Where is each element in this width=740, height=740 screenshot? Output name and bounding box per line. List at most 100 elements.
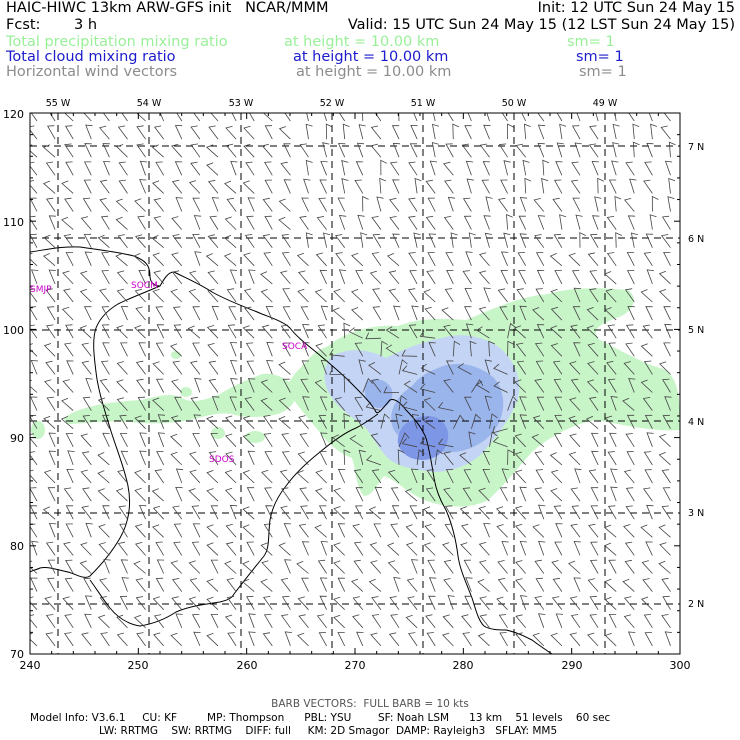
wind-barb bbox=[515, 578, 527, 592]
wind-barb bbox=[624, 541, 635, 556]
wind-barb bbox=[333, 542, 345, 556]
wind-barb bbox=[514, 379, 526, 393]
wind-barb bbox=[589, 595, 599, 610]
wind-barb bbox=[98, 125, 110, 140]
wind-barb bbox=[594, 196, 602, 212]
wind-barb bbox=[465, 577, 473, 592]
wind-barb bbox=[194, 251, 202, 266]
wind-barb bbox=[500, 179, 508, 194]
wind-barb bbox=[265, 505, 273, 520]
wind-barb bbox=[643, 451, 653, 466]
y-tick-label: 90 bbox=[10, 432, 24, 445]
wind-barb bbox=[45, 360, 56, 375]
wind-barb bbox=[305, 159, 313, 176]
wind-barb bbox=[296, 560, 309, 574]
wind-barb bbox=[281, 595, 291, 610]
wind-barb bbox=[376, 196, 384, 212]
wind-barb bbox=[194, 377, 202, 393]
lat-label: 6 N bbox=[688, 234, 704, 245]
wind-barb bbox=[606, 216, 617, 230]
wind-barb bbox=[318, 632, 327, 647]
wind-barb bbox=[370, 560, 382, 574]
wind-barb bbox=[338, 269, 347, 285]
wind-barb bbox=[371, 469, 382, 484]
wind-barb bbox=[80, 216, 92, 230]
wind-barb bbox=[134, 325, 146, 339]
wind-barb bbox=[645, 233, 654, 248]
wind-barb bbox=[519, 233, 527, 248]
wind-barb bbox=[317, 559, 327, 574]
wind-barb bbox=[663, 113, 671, 122]
wind-barb bbox=[133, 560, 146, 574]
wind-barb bbox=[493, 381, 508, 393]
wind-barb bbox=[534, 234, 545, 248]
wind-barb bbox=[262, 234, 273, 248]
wind-barb bbox=[248, 613, 256, 628]
wind-barb bbox=[371, 378, 382, 393]
wind-barb bbox=[152, 252, 164, 267]
wind-barb bbox=[468, 431, 476, 447]
wind-barb bbox=[425, 215, 436, 230]
wind-barb bbox=[249, 113, 255, 122]
station-label-sdos: SDOS bbox=[209, 455, 235, 465]
wind-barb bbox=[646, 432, 654, 447]
wind-barb bbox=[549, 253, 563, 267]
wind-barb bbox=[588, 523, 599, 538]
wind-barb bbox=[210, 614, 219, 628]
wind-barb bbox=[136, 378, 146, 393]
wind-barb bbox=[535, 469, 545, 484]
wind-barb bbox=[463, 215, 472, 230]
wind-barb bbox=[245, 342, 255, 357]
wind-barb bbox=[515, 614, 527, 629]
wind-barb bbox=[353, 469, 364, 484]
lon-label: 54 W bbox=[137, 98, 162, 109]
wind-barb bbox=[497, 578, 508, 592]
wind-barb bbox=[622, 397, 635, 411]
wind-barb bbox=[442, 614, 454, 629]
wind-barb bbox=[506, 213, 513, 230]
wind-barb bbox=[341, 160, 349, 176]
wind-barb bbox=[156, 559, 165, 574]
wind-barb bbox=[226, 288, 237, 303]
wind-barb bbox=[224, 487, 237, 502]
wind-barb bbox=[206, 524, 219, 538]
wind-barb bbox=[355, 161, 364, 176]
wind-barb bbox=[65, 252, 74, 266]
wind-barb bbox=[401, 349, 418, 357]
wind-barb bbox=[403, 380, 418, 393]
wind-barb bbox=[60, 416, 74, 430]
wind-barb bbox=[134, 198, 146, 212]
wind-barb bbox=[475, 380, 490, 393]
wind-barb bbox=[260, 578, 273, 592]
wind-barb bbox=[604, 415, 617, 429]
wind-barb bbox=[84, 595, 93, 610]
wind-barb bbox=[208, 125, 219, 140]
wind-barb bbox=[152, 397, 164, 411]
wind-barb bbox=[188, 560, 201, 574]
wind-barb bbox=[64, 342, 74, 357]
wind-barb bbox=[329, 368, 345, 375]
wind-barb bbox=[632, 123, 640, 140]
wind-barb bbox=[79, 325, 92, 339]
wind-barb bbox=[489, 431, 498, 447]
wind-barb bbox=[246, 360, 255, 375]
wind-barb bbox=[279, 469, 291, 484]
wind-barb bbox=[413, 232, 421, 248]
wind-barb bbox=[501, 468, 509, 484]
wind-barb bbox=[230, 160, 238, 176]
wind-barb bbox=[604, 271, 617, 285]
wind-barb bbox=[189, 469, 201, 484]
wind-barb bbox=[555, 523, 563, 538]
wind-barb bbox=[207, 343, 219, 357]
wind-barb bbox=[478, 306, 490, 321]
wind-barb bbox=[514, 523, 526, 538]
wind-barb bbox=[550, 469, 563, 484]
wind-barb bbox=[443, 451, 454, 466]
wind-barb bbox=[153, 125, 165, 140]
wind-barb bbox=[643, 360, 653, 375]
wind-barb bbox=[442, 632, 454, 647]
wind-barb bbox=[570, 324, 581, 339]
wind-barb bbox=[646, 142, 654, 158]
wind-barb bbox=[299, 215, 309, 230]
